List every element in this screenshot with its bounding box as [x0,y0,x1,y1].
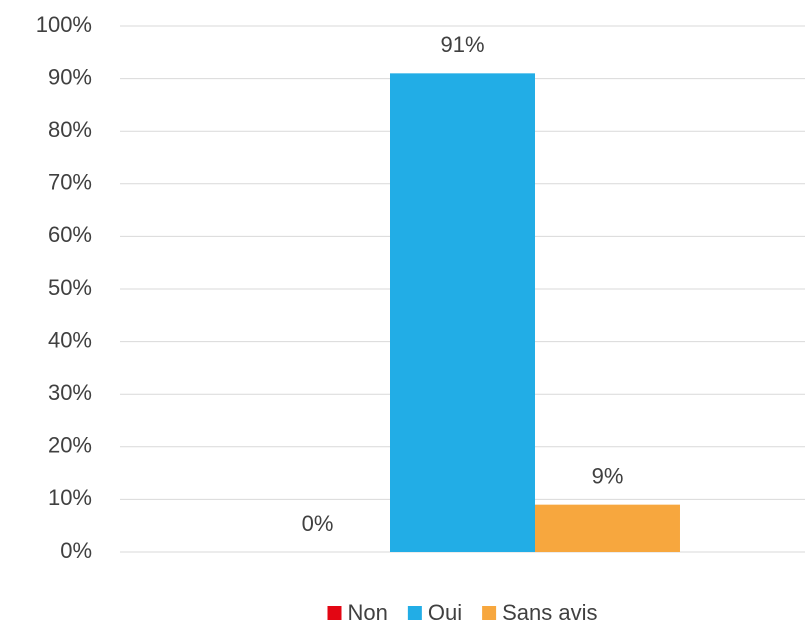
data-label: 9% [592,463,624,488]
y-tick-label: 30% [48,380,92,405]
y-tick-label: 20% [48,433,92,458]
legend-label: Oui [428,600,462,625]
y-tick-label: 90% [48,64,92,89]
legend-label: Non [348,600,388,625]
y-tick-label: 50% [48,275,92,300]
data-label: 91% [440,32,484,57]
y-tick-label: 60% [48,222,92,247]
y-tick-label: 40% [48,327,92,352]
data-label: 0% [302,511,334,536]
bar [390,73,535,552]
legend-swatch [482,606,497,620]
y-tick-label: 0% [60,538,92,563]
legend-label: Sans avis [502,600,597,625]
legend-swatch [407,606,422,620]
bar [534,504,680,552]
y-tick-label: 70% [48,170,92,195]
y-tick-label: 10% [48,485,92,510]
y-tick-label: 100% [36,12,92,37]
y-tick-label: 80% [48,117,92,142]
legend-swatch [327,606,342,620]
